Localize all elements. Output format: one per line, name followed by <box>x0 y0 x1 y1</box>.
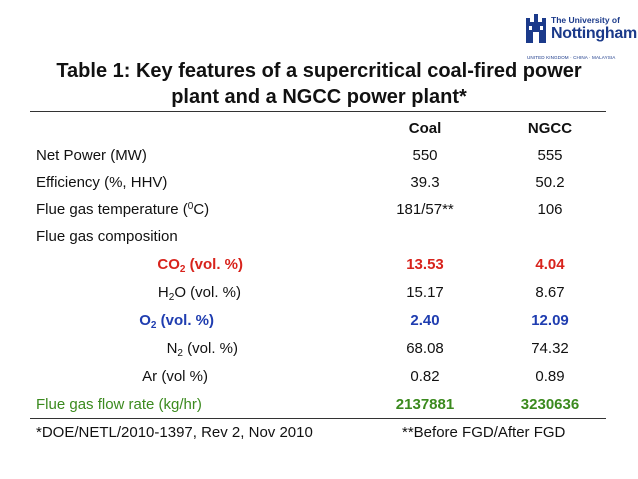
coal-n2: 68.08 <box>406 340 444 357</box>
title-line-2: plant and a NGCC power plant* <box>171 86 467 108</box>
ngcc-n2: 74.32 <box>531 340 569 357</box>
ngcc-efficiency: 50.2 <box>535 174 565 191</box>
title-line-1: Table 1: Key features of a supercritical… <box>56 60 582 82</box>
coal-flue-temperature: 181/57** <box>396 201 454 218</box>
row-label-n2: N2 (vol. %) <box>166 340 238 359</box>
castle-crest-icon <box>526 14 546 43</box>
ngcc-ar: 0.89 <box>535 368 565 385</box>
top-rule <box>30 111 606 112</box>
row-label-composition: Flue gas composition <box>36 228 178 245</box>
coal-h2o: 15.17 <box>406 284 444 301</box>
header-coal: Coal <box>408 120 442 137</box>
row-label-efficiency: Efficiency (%, HHV) <box>36 174 168 191</box>
ngcc-co2: 4.04 <box>535 256 565 273</box>
coal-o2: 2.40 <box>410 312 440 329</box>
ngcc-o2: 12.09 <box>531 312 569 329</box>
logo-campuses: UNITED KINGDOM · CHINA · MALAYSIA <box>527 55 616 60</box>
logo-nottingham: Nottingham <box>551 25 637 42</box>
coal-co2: 13.53 <box>406 256 444 273</box>
logo-university-of: The University of <box>551 15 620 25</box>
ngcc-h2o: 8.67 <box>535 284 565 301</box>
row-label-co2: CO2 (vol. %) <box>157 256 243 275</box>
row-label-ar: Ar (vol %) <box>142 368 208 385</box>
row-label-h2o: H2O (vol. %) <box>157 284 241 303</box>
header-ngcc: NGCC <box>527 120 573 137</box>
coal-ar: 0.82 <box>410 368 440 385</box>
table-title: Table 1: Key features of a supercritical… <box>0 58 638 110</box>
ngcc-net-power: 555 <box>537 147 563 164</box>
coal-efficiency: 39.3 <box>410 174 440 191</box>
row-label-flue-temperature: Flue gas temperature (0C) <box>36 201 210 218</box>
row-label-o2: O2 (vol. %) <box>139 312 214 331</box>
university-logo: The University of Nottingham UNITED KING… <box>525 10 637 60</box>
row-label-flow-rate: Flue gas flow rate (kg/hr) <box>36 396 202 413</box>
coal-net-power: 550 <box>412 147 438 164</box>
footnote-fgd: **Before FGD/After FGD <box>402 424 566 441</box>
coal-flow-rate: 2137881 <box>395 396 455 413</box>
ngcc-flow-rate: 3230636 <box>520 396 580 413</box>
row-label-net-power: Net Power (MW) <box>36 147 147 164</box>
ngcc-flue-temperature: 106 <box>537 201 563 218</box>
footnote-source: *DOE/NETL/2010-1397, Rev 2, Nov 2010 <box>36 424 313 441</box>
bottom-rule <box>30 418 606 419</box>
